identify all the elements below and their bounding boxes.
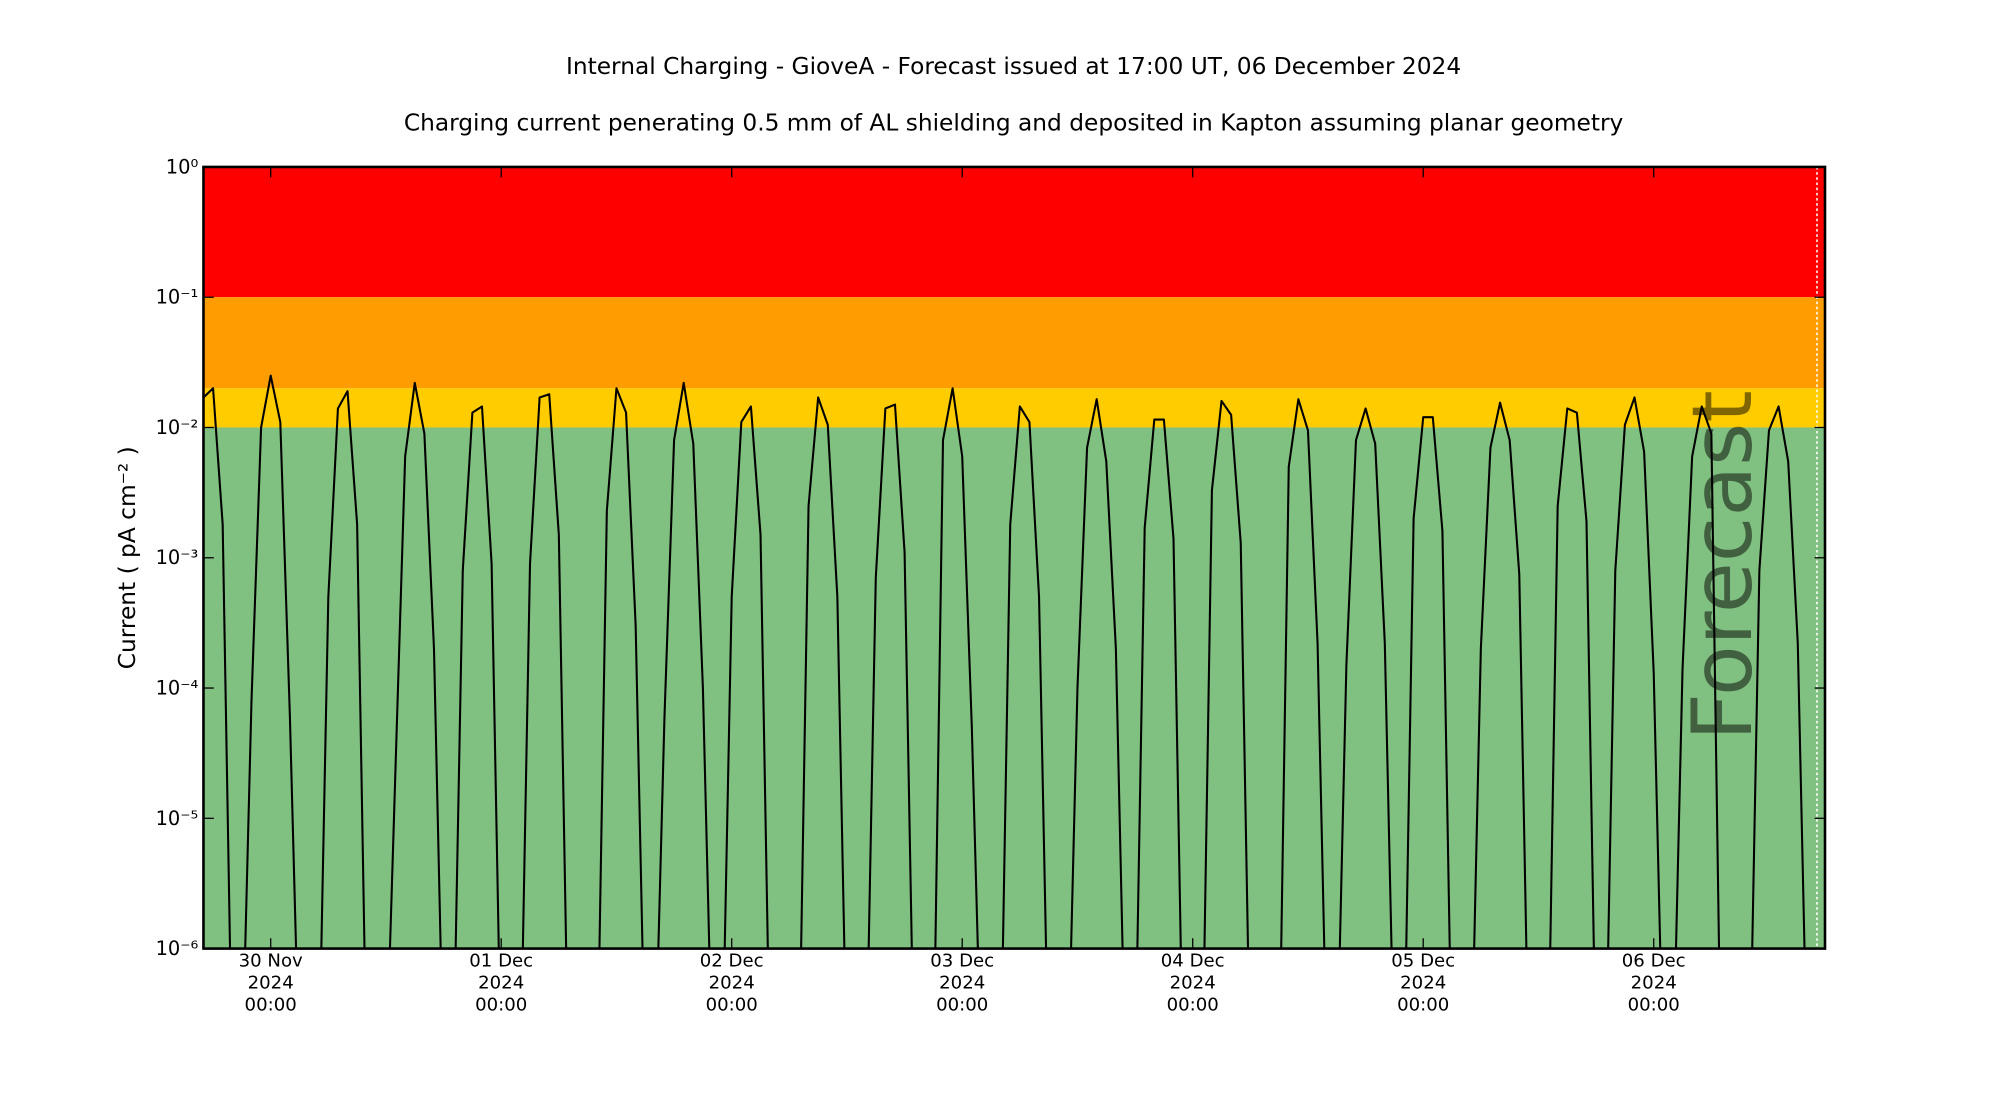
risk-band: [203, 166, 1825, 298]
y-tick-label: 10⁻²: [156, 416, 199, 439]
x-tick-label: 02 Dec 2024 00:00: [699, 951, 764, 1016]
y-tick-label: 10⁰: [166, 155, 199, 178]
x-tick-label-box: 03 Dec 2024 00:00: [930, 951, 995, 1016]
bands: [203, 166, 1825, 949]
chart-title: Internal Charging - GioveA - Forecast is…: [566, 53, 1461, 80]
risk-band: [203, 388, 1825, 428]
x-tick-label-box: 04 Dec 2024 00:00: [1160, 951, 1225, 1016]
forecast-annotation: Forecast: [1674, 390, 1771, 740]
plot: Forecast 10⁻⁶ 10⁻⁵ 10⁻⁴ 10⁻³ 10⁻² 10⁻¹ 10⁰ 30 No…: [156, 155, 1827, 1016]
y-tick-label: 10⁻⁶: [156, 937, 199, 960]
x-tick-label-box: 30 Nov 2024 00:00: [238, 951, 303, 1016]
x-tick-label: 04 Dec 2024 00:00: [1160, 951, 1225, 1016]
y-tick-label: 10⁻⁴: [156, 677, 199, 700]
x-tick-label: 01 Dec 2024 00:00: [469, 951, 534, 1016]
y-axis-label: Current ( pA cm⁻² ): [114, 446, 141, 669]
risk-band: [203, 427, 1825, 949]
chart-subtitle: Charging current penerating 0.5 mm of AL…: [404, 110, 1624, 137]
y-tick-label: 10⁻¹: [156, 286, 199, 309]
y-tick-label: 10⁻⁵: [156, 807, 199, 830]
x-tick-label-box: 01 Dec 2024 00:00: [469, 951, 534, 1016]
x-tick-label-box: 05 Dec 2024 00:00: [1391, 951, 1456, 1016]
x-tick-label-box: 02 Dec 2024 00:00: [699, 951, 764, 1016]
y-tick-label: 10⁻³: [156, 546, 199, 569]
data-line: [203, 374, 1806, 949]
x-tick-label: 06 Dec 2024 00:00: [1621, 951, 1686, 1016]
x-tick-label-box: 06 Dec 2024 00:00: [1621, 951, 1686, 1016]
x-tick-label: 03 Dec 2024 00:00: [930, 951, 995, 1016]
x-tick-label: 05 Dec 2024 00:00: [1391, 951, 1456, 1016]
risk-band: [203, 297, 1825, 389]
x-tick-label: 30 Nov 2024 00:00: [238, 951, 303, 1016]
